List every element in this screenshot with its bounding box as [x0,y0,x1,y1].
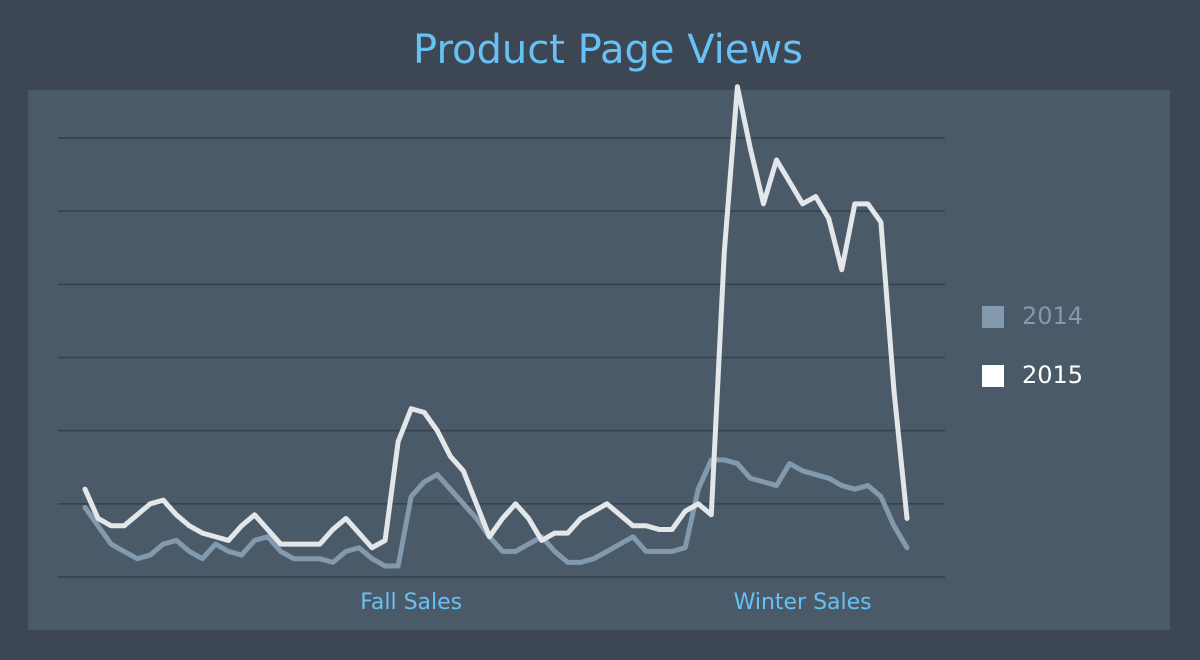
x-tick-label: Fall Sales [360,590,462,615]
chart-title: Product Page Views [413,27,803,73]
plot-panel [28,90,1170,630]
legend-swatch [982,306,1004,328]
legend-swatch [982,365,1004,387]
legend-label: 2015 [1022,361,1083,389]
series-line [82,84,910,551]
x-tick-label: Winter Sales [734,590,872,615]
series-line [82,457,910,569]
legend-label: 2014 [1022,302,1083,330]
